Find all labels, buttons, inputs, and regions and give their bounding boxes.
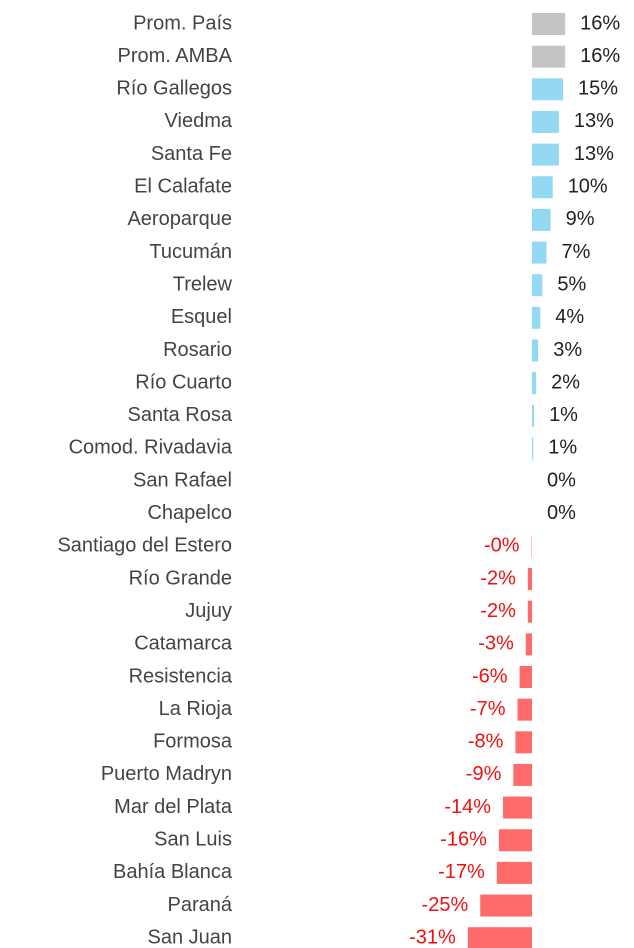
bar [532,372,537,395]
value-label: -31% [409,926,456,948]
bar [532,78,564,101]
bar [532,110,559,133]
bar [532,208,551,231]
bar [532,274,543,297]
bar [532,404,535,427]
value-label: -16% [440,829,487,851]
value-label: 10% [568,176,608,198]
value-label: -8% [468,731,504,753]
bar [503,796,532,819]
bar [498,829,532,852]
value-label: 9% [566,208,595,230]
category-label: Comod. Rivadavia [69,437,233,459]
category-label: Chapelco [147,502,232,524]
bar [517,698,532,721]
category-label: Prom. AMBA [118,45,233,67]
category-label: Esquel [171,306,232,328]
category-label: Viedma [165,110,233,132]
value-label: -7% [470,698,506,720]
category-label: Río Gallegos [116,78,232,100]
value-label: 4% [555,306,584,328]
value-label: 7% [561,241,590,263]
value-label: -0% [484,535,520,557]
category-label: Tucumán [149,241,232,263]
bar [513,763,532,786]
value-label: -9% [466,763,502,785]
category-label: Paraná [168,894,233,916]
value-label: -17% [438,861,485,883]
category-label: Puerto Madryn [101,763,232,785]
value-label: 16% [580,45,620,67]
category-label: Río Grande [129,567,232,589]
value-label: 15% [578,78,618,100]
bar [532,13,566,35]
value-label: 0% [547,502,576,524]
bar [532,176,553,199]
category-label: Aeroparque [127,208,232,230]
bar [480,894,532,917]
value-label: 2% [551,371,580,393]
bar [527,568,532,591]
bar [496,861,532,884]
bar [532,306,541,329]
value-label: -3% [478,633,514,655]
bar [525,633,532,656]
category-label: Trelew [173,273,233,295]
value-label: 13% [574,110,614,132]
category-label: El Calafate [134,176,232,198]
category-label: Bahía Blanca [113,861,233,883]
bar [527,600,532,623]
bar [532,339,539,362]
value-label: 3% [553,339,582,361]
category-label: San Rafael [133,469,232,491]
bar [519,666,532,688]
category-label: Catamarca [134,633,233,655]
bar [532,45,566,68]
category-label: Jujuy [185,600,232,622]
category-label: Santa Rosa [127,404,232,426]
value-label: -25% [422,894,469,916]
category-label: Resistencia [129,665,233,687]
value-label: 13% [574,143,614,165]
value-label: 1% [548,437,577,459]
value-label: -2% [480,567,516,589]
category-label: Santiago del Estero [57,535,232,557]
bar [532,437,534,460]
value-label: -14% [444,796,491,818]
value-label: 1% [549,404,578,426]
category-label: Río Cuarto [135,371,232,393]
bar [532,143,559,166]
bar [515,731,532,754]
category-label: La Rioja [159,698,233,720]
category-label: Mar del Plata [114,796,233,818]
category-label: Formosa [153,731,233,753]
category-label: Prom. País [133,12,232,34]
category-label: San Luis [154,829,232,851]
value-label: -6% [472,665,508,687]
value-label: -2% [480,600,516,622]
category-label: Santa Fe [151,143,232,165]
value-label: 5% [557,273,586,295]
bar [467,927,532,948]
value-label: 16% [580,12,620,34]
bar [532,241,547,264]
category-label: San Juan [147,926,232,948]
value-label: 0% [547,469,576,491]
category-label: Rosario [163,339,232,361]
